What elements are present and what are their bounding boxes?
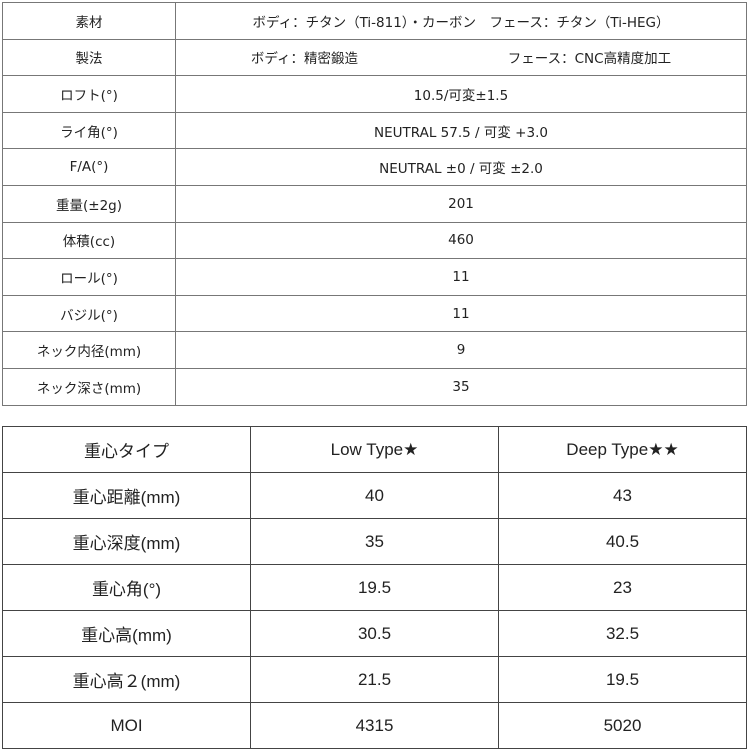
row-value: 201 <box>175 184 747 223</box>
table-row: ライ角(°) NEUTRAL 57.5 / 可変 +3.0 <box>2 111 747 150</box>
row-value: 10.5/可変±1.5 <box>175 75 747 113</box>
table-cell: 重心高(mm) <box>2 610 251 657</box>
table-cell: 重心距離(mm) <box>2 472 251 519</box>
table-header-row: 重心タイプ Low Type★ Deep Type★★ <box>2 426 747 473</box>
table-cell: 19.5 <box>498 656 747 703</box>
row-value: 11 <box>175 258 747 296</box>
row-label: ロール(°) <box>2 258 176 296</box>
table-row: 重心高(mm) 30.5 32.5 <box>2 610 747 657</box>
header-cell: Low Type★ <box>250 426 499 473</box>
method-face: フェース：CNC高精度加工 <box>507 51 672 68</box>
table-cell: 32.5 <box>498 610 747 657</box>
spec-table: 素材 ボディ：チタン（Ti-811）・カーボン フェース：チタン（Ti-HEG）… <box>2 2 747 406</box>
header-cell: 重心タイプ <box>2 426 251 473</box>
table-cell: 35 <box>250 518 499 565</box>
table-row: 素材 ボディ：チタン（Ti-811）・カーボン フェース：チタン（Ti-HEG） <box>2 2 747 40</box>
table-cell: 重心高２(mm) <box>2 656 251 703</box>
row-label: ネック内径(mm) <box>2 331 176 369</box>
table-row: 重量(±2g) 201 <box>2 184 747 223</box>
table-cell: 5020 <box>498 702 747 749</box>
table-row: 製法 ボディ：精密鍛造 フェース：CNC高精度加工 <box>2 38 747 77</box>
row-value: ボディ：精密鍛造 フェース：CNC高精度加工 <box>175 38 747 77</box>
row-value: 460 <box>175 221 747 260</box>
table-cell: 19.5 <box>250 564 499 611</box>
table-row: バジル(°) 11 <box>2 294 747 333</box>
table-row: 重心距離(mm) 40 43 <box>2 472 747 519</box>
table-row: ネック内径(mm) 9 <box>2 331 747 369</box>
table-cell: 21.5 <box>250 656 499 703</box>
table-cell: 23 <box>498 564 747 611</box>
row-label: 製法 <box>2 38 176 77</box>
row-label: ロフト(°) <box>2 75 176 113</box>
method-body: ボディ：精密鍛造 <box>250 51 358 68</box>
row-label: バジル(°) <box>2 294 176 333</box>
row-label: 重量(±2g) <box>2 184 176 223</box>
table-cell: MOI <box>2 702 251 749</box>
row-value: 11 <box>175 294 747 333</box>
row-label: 体積(cc) <box>2 221 176 260</box>
row-value: 35 <box>175 367 747 406</box>
table-row: F/A(°) NEUTRAL ±0 / 可変 ±2.0 <box>2 148 747 186</box>
table-cell: 40.5 <box>498 518 747 565</box>
table-cell: 40 <box>250 472 499 519</box>
table-cell: 4315 <box>250 702 499 749</box>
table-cell: 重心角(°) <box>2 564 251 611</box>
center-of-gravity-table: 重心タイプ Low Type★ Deep Type★★ 重心距離(mm) 40 43… <box>2 426 747 749</box>
header-cell: Deep Type★★ <box>498 426 747 473</box>
table-cell: 重心深度(mm) <box>2 518 251 565</box>
table-row: 体積(cc) 460 <box>2 221 747 260</box>
table-cell: 30.5 <box>250 610 499 657</box>
row-label: ネック深さ(mm) <box>2 367 176 406</box>
table-row: 重心角(°) 19.5 23 <box>2 564 747 611</box>
row-value: NEUTRAL 57.5 / 可変 +3.0 <box>175 111 747 150</box>
table-row: 重心高２(mm) 21.5 19.5 <box>2 656 747 703</box>
table-cell: 43 <box>498 472 747 519</box>
row-value: 9 <box>175 331 747 369</box>
table-row: MOI 4315 5020 <box>2 702 747 749</box>
table-row: ネック深さ(mm) 35 <box>2 367 747 406</box>
row-label: ライ角(°) <box>2 111 176 150</box>
table-row: ロフト(°) 10.5/可変±1.5 <box>2 75 747 113</box>
row-value: NEUTRAL ±0 / 可変 ±2.0 <box>175 148 747 186</box>
table-row: ロール(°) 11 <box>2 258 747 296</box>
row-label: F/A(°) <box>2 148 176 186</box>
row-value: ボディ：チタン（Ti-811）・カーボン フェース：チタン（Ti-HEG） <box>175 2 747 40</box>
row-label: 素材 <box>2 2 176 40</box>
table-row: 重心深度(mm) 35 40.5 <box>2 518 747 565</box>
